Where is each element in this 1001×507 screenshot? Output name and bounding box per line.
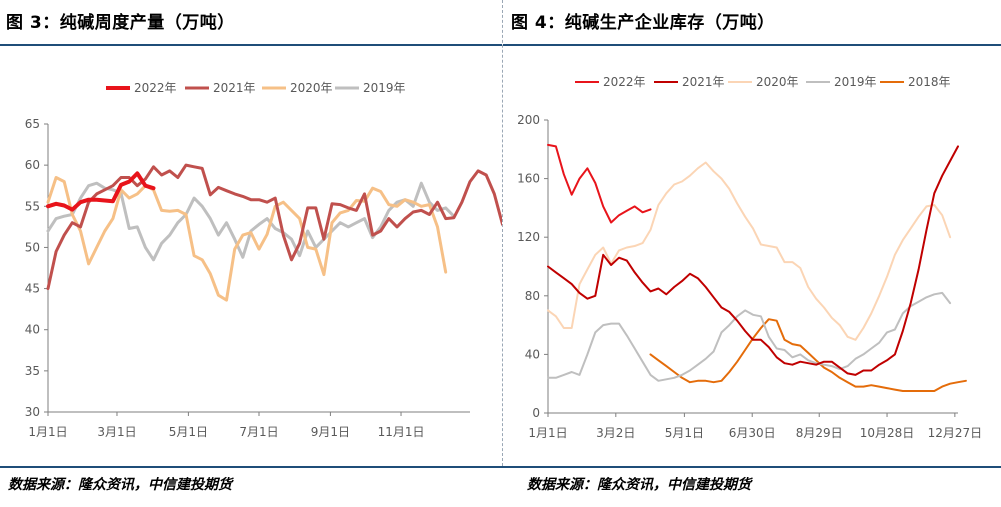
series-line-2018年 <box>649 318 967 392</box>
legend-label: 2019年 <box>834 75 877 89</box>
chart-title-right: 图 4：纯碱生产企业库存（万吨） <box>511 13 775 33</box>
legend-label: 2020年 <box>756 75 799 89</box>
x-tick-label: 8月29日 <box>796 426 843 440</box>
chart-panel-right: 图 4：纯碱生产企业库存（万吨） 0 40 80 120 160 200 1月1日 3月2日 5… <box>503 0 1001 507</box>
x-tick-label: 9月1日 <box>311 425 350 439</box>
y-tick-label: 40 <box>25 323 40 337</box>
y-tick-label: 120 <box>517 230 540 244</box>
y-tick-label: 160 <box>517 172 540 186</box>
y-tick-label: 45 <box>25 282 40 296</box>
chart-left: 30 35 40 45 50 55 60 65 1月1日 3月1日 5月1日 7月1日 9月1日 11月1… <box>25 81 502 439</box>
series-line-2022年 <box>547 143 652 224</box>
series-line-2019年 <box>46 181 456 262</box>
x-tick-label: 10月28日 <box>860 426 915 440</box>
source-note-right: 数据来源：隆众资讯，中信建投期货 <box>527 477 751 493</box>
x-tick-label: 3月1日 <box>97 425 136 439</box>
legend-label: 2018年 <box>908 75 951 89</box>
series-line-2021年 <box>46 163 502 291</box>
x-tick-label: 5月1日 <box>665 426 704 440</box>
x-tick-label: 12月27日 <box>928 426 983 440</box>
y-tick-label: 55 <box>25 199 40 213</box>
y-tick-label: 35 <box>25 364 40 378</box>
x-tick-label: 5月1日 <box>169 425 208 439</box>
x-tick-label: 1月1日 <box>28 425 67 439</box>
series-line-2021年 <box>547 145 959 376</box>
y-tick-label: 60 <box>25 158 40 172</box>
legend-label: 2021年 <box>213 81 256 95</box>
series-line-2022年 <box>46 171 156 212</box>
legend-label: 2019年 <box>363 81 406 95</box>
bottom-rule <box>0 466 1001 468</box>
x-tick-label: 7月1日 <box>239 425 278 439</box>
y-tick-label: 50 <box>25 240 40 254</box>
y-tick-label: 30 <box>25 405 40 419</box>
chart-title-left: 图 3：纯碱周度产量（万吨） <box>6 13 235 33</box>
x-tick-label: 1月1日 <box>528 426 567 440</box>
title-bar-right: 图 4：纯碱生产企业库存（万吨） <box>503 0 1001 46</box>
x-tick-label: 11月1日 <box>378 425 425 439</box>
series-line-2019年 <box>547 291 952 382</box>
x-tick-label: 3月2日 <box>596 426 635 440</box>
y-tick-label: 200 <box>517 113 540 127</box>
y-tick-label: 80 <box>525 289 540 303</box>
y-tick-label: 65 <box>25 117 40 131</box>
legend-label: 2022年 <box>134 81 177 95</box>
legend-label: 2022年 <box>603 75 646 89</box>
title-bar-left: 图 3：纯碱周度产量（万吨） <box>0 0 502 46</box>
panel-divider <box>502 0 503 466</box>
source-note-left: 数据来源：隆众资讯，中信建投期货 <box>8 477 232 493</box>
y-tick-label: 40 <box>525 347 540 361</box>
series-line-2020年 <box>547 161 952 341</box>
legend-label: 2021年 <box>682 75 725 89</box>
y-tick-label: 0 <box>532 406 540 420</box>
legend-label: 2020年 <box>290 81 333 95</box>
x-tick-label: 6月30日 <box>729 426 776 440</box>
series-line-2020年 <box>46 176 448 302</box>
chart-right: 0 40 80 120 160 200 1月1日 3月2日 5月1日 6月30日 8月29日 10月2… <box>517 75 983 440</box>
chart-panel-left: 图 3：纯碱周度产量（万吨） 30 35 40 45 50 55 60 65 1月1日 3月1日 5… <box>0 0 502 493</box>
